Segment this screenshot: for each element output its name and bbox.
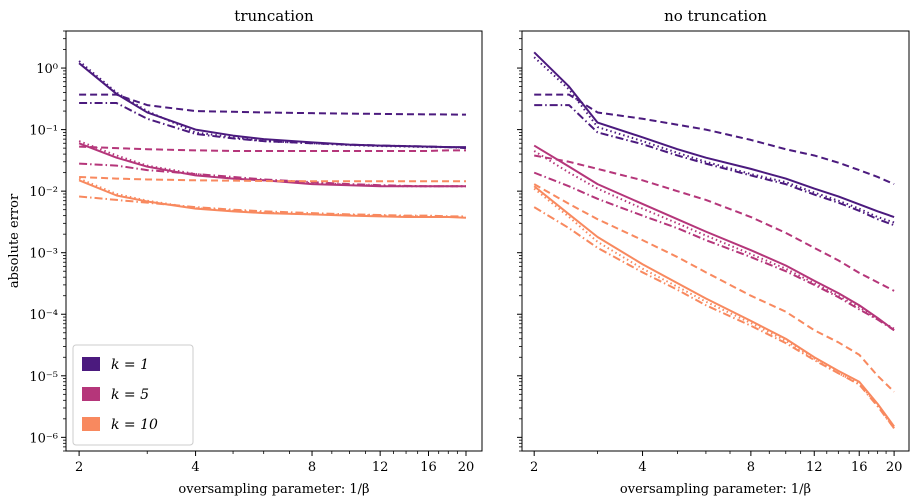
plot-frame (65, 30, 483, 452)
legend-label: k = 1 (111, 357, 149, 373)
x-tick-label: 12 (372, 460, 389, 475)
series-line-k1-dashdot (79, 102, 467, 150)
series-group (533, 51, 895, 429)
y-tick-label: 10⁻³ (29, 247, 58, 262)
legend-swatch (82, 357, 100, 371)
series-line-k5-dashdot (533, 171, 895, 332)
x-axis-title: oversampling parameter: 1/β (178, 482, 369, 497)
x-tick-label: 2 (530, 460, 538, 475)
y-tick-label: 10⁻⁵ (29, 370, 58, 385)
x-tick-label: 2 (75, 460, 83, 475)
x-axis-title: oversampling parameter: 1/β (620, 482, 811, 497)
series-line-k10-dotted (78, 177, 466, 219)
series-line-k5-dashed (534, 154, 895, 292)
series-line-k1-solid (533, 51, 895, 218)
panel-title: truncation (234, 7, 314, 25)
x-tick-label: 20 (458, 460, 475, 475)
y-axis-title: absolute error (7, 193, 22, 288)
series-line-k1-dashed (534, 93, 895, 186)
legend-frame (72, 344, 194, 446)
x-tick-label: 16 (851, 460, 868, 475)
x-tick-label: 8 (747, 460, 755, 475)
series-line-k1-dashed (79, 93, 466, 116)
y-tick-label: 10⁻¹ (29, 124, 58, 139)
series-line-k10-dashed (533, 183, 895, 393)
legend-label: k = 5 (111, 387, 149, 403)
series-line-k1-dotted (78, 60, 467, 149)
series-line-k5-solid (533, 144, 895, 332)
plot-frame (521, 30, 910, 452)
y-tick-label: 10⁻⁴ (29, 308, 58, 323)
series-line-k1-dotted (533, 56, 895, 224)
y-tick-label: 10⁻² (29, 185, 58, 200)
series-line-k5-solid (78, 142, 466, 188)
panel-title: no truncation (664, 7, 767, 25)
legend-swatch (82, 387, 100, 401)
x-tick-label: 12 (806, 460, 823, 475)
series-line-k10-dashdot (79, 195, 466, 218)
series-line-k10-dashdot (533, 206, 895, 429)
panel-no-truncation: 2 4 8 12 16 20 no truncation oversampling param… (517, 7, 910, 497)
legend-label: k = 10 (111, 417, 158, 433)
series-group (78, 60, 467, 219)
x-tick-label: 4 (191, 460, 199, 475)
series-line-k5-dotted (533, 150, 895, 330)
x-tick-label: 20 (886, 460, 903, 475)
series-line-k5-dotted (78, 140, 466, 188)
legend-swatch (82, 417, 100, 431)
series-line-k10-solid (533, 185, 895, 428)
series-line-k10-dashed (79, 175, 466, 183)
x-tick-label: 16 (420, 460, 437, 475)
series-line-k5-dashdot (79, 162, 466, 188)
panel-truncation: 10⁻⁶ 10⁻⁵ 10⁻⁴ 10⁻³ 10⁻² 10⁻¹ 10⁰ 2 4 8 12 16 20 trun… (7, 7, 483, 497)
legend: k = 1 k = 5 k = 10 (72, 344, 194, 446)
series-line-k1-dashdot (534, 104, 895, 227)
series-line-k5-dashed (79, 145, 466, 152)
x-tick-label: 4 (638, 460, 646, 475)
x-tick-label: 8 (308, 460, 316, 475)
y-tick-label: 10⁰ (36, 62, 58, 77)
y-tick-label: 10⁻⁶ (29, 431, 58, 446)
